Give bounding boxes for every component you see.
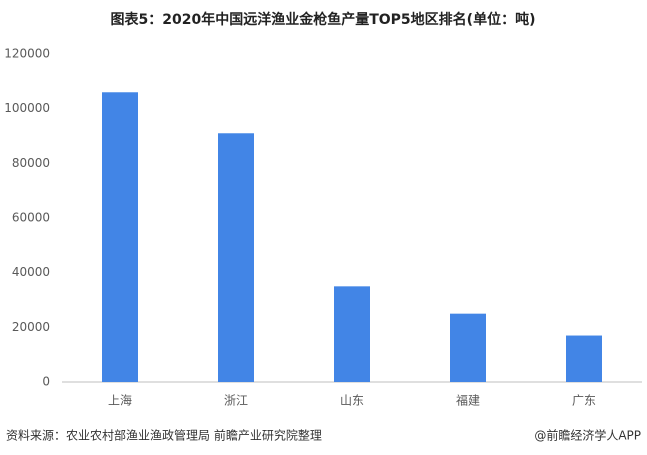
y-tick-label: 0 [42, 375, 50, 389]
x-tick-label: 广东 [572, 394, 596, 408]
bar [218, 133, 254, 382]
chart-title: 图表5：2020年中国远洋渔业金枪鱼产量TOP5地区排名(单位：吨) [111, 11, 536, 28]
credit: @前瞻经济学人APP [534, 428, 641, 443]
bar [334, 286, 370, 382]
bar [102, 92, 138, 383]
x-tick-label: 山东 [340, 394, 364, 408]
y-tick-label: 100000 [4, 101, 50, 115]
x-tick-label: 福建 [456, 393, 480, 408]
x-tick-label: 上海 [108, 393, 132, 408]
y-tick-label: 20000 [12, 320, 50, 334]
y-tick-label: 60000 [12, 211, 50, 225]
y-tick-label: 80000 [12, 156, 50, 170]
y-tick-label: 120000 [4, 47, 50, 61]
bar [566, 335, 602, 382]
bar [450, 313, 486, 382]
source-note: 资料来源：农业农村部渔业渔政管理局 前瞻产业研究院整理 [6, 428, 322, 443]
y-tick-label: 40000 [12, 265, 50, 279]
x-tick-label: 浙江 [224, 394, 248, 408]
